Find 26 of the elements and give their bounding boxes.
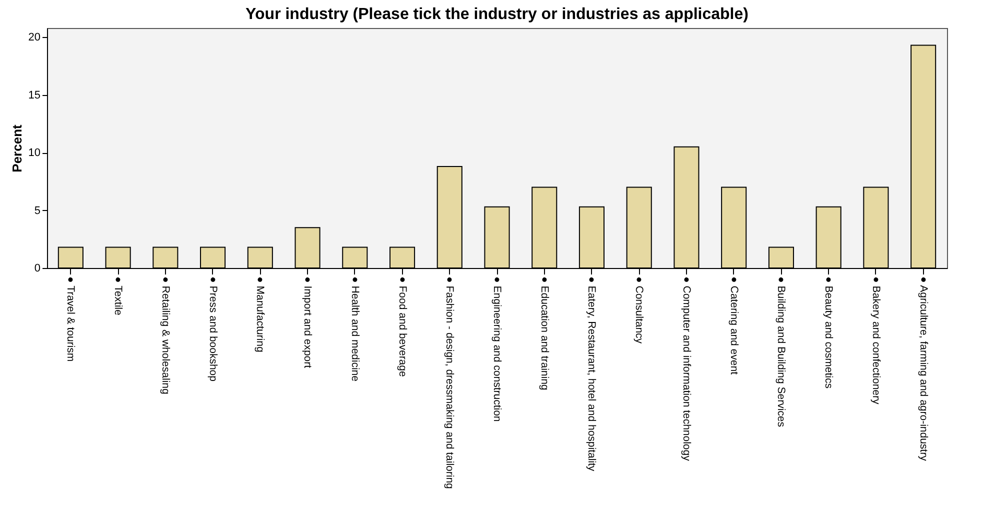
x-tick-label: ● Education and training xyxy=(538,276,550,390)
chart-title: Your industry (Please tick the industry or industries as applicable) xyxy=(246,6,748,23)
x-tick-label: ● Agriculture, farming and agro-industry xyxy=(917,276,930,462)
x-tick-label: ● Retailing & wholesaling xyxy=(159,276,172,394)
x-tick-label: ● Building and Building Services xyxy=(775,276,788,428)
x-tick-label: ● Manufacturing xyxy=(254,276,266,352)
y-tick-label: 5 xyxy=(34,204,40,217)
x-tick-label: ● Travel & tourism xyxy=(64,276,77,362)
y-tick-label: 15 xyxy=(28,89,40,102)
x-tick-label: ● Beauty and cosmetics xyxy=(822,276,835,388)
x-tick-label: ● Textile xyxy=(112,276,124,316)
x-tick-label: ● Food and beverage xyxy=(396,276,408,377)
x-tick-label: ● Fashion - design, dressmaking and tailoring xyxy=(444,276,456,490)
x-tick-label: ● Eatery, Restaurant, hotel and hospitality xyxy=(586,276,598,472)
x-tick-label: ● Bakery and confectionery xyxy=(870,276,882,405)
x-tick-label: ● Computer and information technology xyxy=(680,276,692,462)
x-tick-label: ● Consultancy xyxy=(633,276,646,344)
y-axis-title: Percent xyxy=(9,124,24,172)
x-tick-label: ● Health and medicine xyxy=(348,276,361,382)
x-tick-label: ● Catering and event xyxy=(728,276,740,375)
y-tick-label: 0 xyxy=(34,262,40,274)
y-tick-label: 10 xyxy=(28,147,40,160)
x-tick-label: ● Press and bookshop xyxy=(206,276,219,382)
x-tick-label: ● Import and export xyxy=(302,276,314,368)
x-tick-label: ● Engineering and construction xyxy=(491,276,503,422)
y-tick-label: 20 xyxy=(28,32,40,44)
